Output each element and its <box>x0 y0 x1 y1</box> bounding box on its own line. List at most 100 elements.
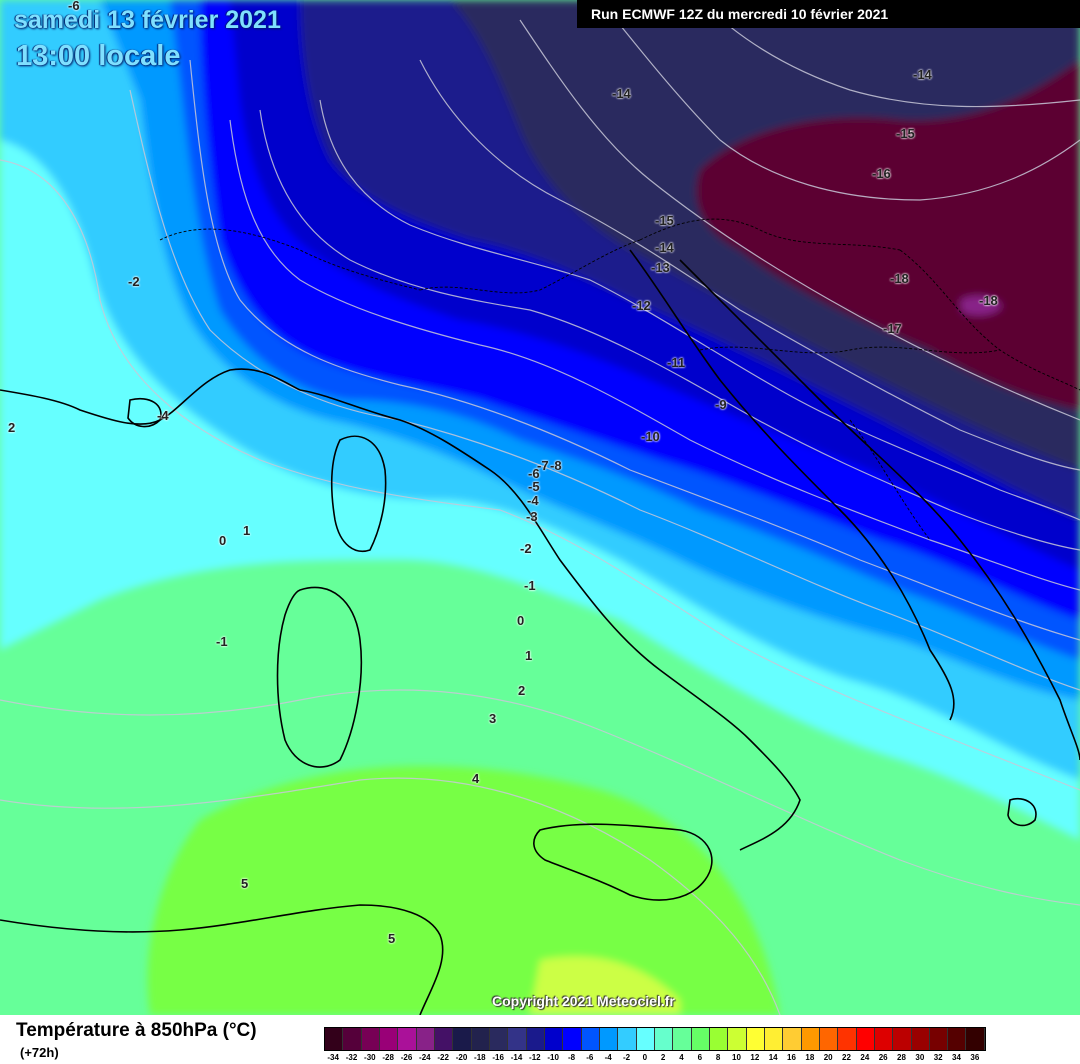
color-swatch <box>691 1028 710 1050</box>
isotherm-label: -17 <box>883 321 902 336</box>
coldest-core <box>960 295 1002 316</box>
isotherm-label: -14 <box>655 240 674 255</box>
isotherm-label: 3 <box>489 711 497 726</box>
isotherm-label: -2 <box>520 541 532 556</box>
color-swatch <box>893 1028 912 1050</box>
color-swatch <box>856 1028 875 1050</box>
model-run-label: Run ECMWF 12Z du mercredi 10 février 202… <box>577 0 1080 28</box>
isotherm-label: -4 <box>157 408 169 423</box>
scale-tick-label: 10 <box>732 1053 741 1062</box>
isotherm-label: 2 <box>8 420 16 435</box>
isotherm-label: -14 <box>612 86 631 101</box>
isotherm-label: 2 <box>518 683 526 698</box>
color-swatch <box>508 1028 527 1050</box>
isotherm-label: -2 <box>128 274 140 289</box>
scale-tick-label: 26 <box>878 1053 888 1062</box>
temperature-map: samedi 13 février 2021 13:00 locale Run … <box>0 0 1080 1015</box>
isotherm-label: -16 <box>872 166 891 181</box>
scale-tick-label: 14 <box>768 1053 778 1062</box>
coastlines <box>0 249 1080 1015</box>
isotherm-label: -18 <box>979 293 998 308</box>
color-swatch <box>728 1028 747 1050</box>
isotherm-label: -14 <box>913 67 932 82</box>
isotherm-label: -8 <box>550 458 562 473</box>
scale-tick-label: -34 <box>327 1053 339 1062</box>
scale-tick-label: 28 <box>897 1053 906 1062</box>
scale-tick-label: 34 <box>952 1053 961 1062</box>
isotherm-label: -6 <box>68 0 80 13</box>
scale-tick-label: 32 <box>933 1053 943 1062</box>
scale-tick-label: 2 <box>660 1053 666 1062</box>
color-swatch <box>489 1028 509 1050</box>
color-swatch <box>874 1028 894 1050</box>
scale-tick-label: -30 <box>364 1053 376 1062</box>
scale-tick-label: 8 <box>715 1053 721 1062</box>
color-swatch <box>581 1028 600 1050</box>
isotherm-label: -13 <box>651 260 670 275</box>
forecast-local-time: 13:00 locale <box>16 40 181 72</box>
isotherm-label: -3 <box>526 509 538 524</box>
isotherm-label: -6 <box>528 466 540 481</box>
legend-lead-time: (+72h) <box>20 1045 59 1060</box>
scale-tick-label: -4 <box>604 1053 612 1062</box>
color-swatch <box>618 1028 637 1050</box>
scale-tick-label: -18 <box>474 1053 486 1062</box>
color-swatch <box>526 1028 545 1050</box>
color-swatch <box>911 1028 930 1050</box>
scale-tick-label: -12 <box>529 1053 541 1062</box>
color-scale <box>324 1027 986 1051</box>
color-swatch <box>343 1028 362 1050</box>
coast-north-africa <box>0 904 444 1015</box>
scale-tick-label: 36 <box>970 1053 980 1062</box>
scale-tick-label: -28 <box>382 1053 394 1062</box>
coast-balkans <box>679 259 1080 761</box>
map-canvas <box>0 0 1080 1015</box>
scale-tick-label: 4 <box>679 1053 684 1062</box>
isotherm-label: -12 <box>632 298 651 313</box>
color-swatch <box>471 1028 490 1050</box>
forecast-date: samedi 13 février 2021 <box>14 6 281 34</box>
coast-balearic <box>127 398 162 428</box>
color-swatch <box>709 1028 729 1050</box>
color-swatch <box>801 1028 820 1050</box>
scale-tick-label: 6 <box>697 1053 703 1062</box>
color-swatch <box>434 1028 454 1050</box>
scale-tick-label: -20 <box>455 1053 468 1062</box>
scale-tick-label: -22 <box>437 1053 449 1062</box>
coast-italy-east <box>629 249 955 721</box>
warm-zone-south <box>147 766 780 1015</box>
color-swatch <box>673 1028 692 1050</box>
scale-tick-label: 12 <box>750 1053 760 1062</box>
scale-tick-label: -26 <box>400 1053 413 1062</box>
color-swatch <box>819 1028 839 1050</box>
isotherm-label: 0 <box>517 613 525 628</box>
color-swatch <box>379 1028 399 1050</box>
color-swatch <box>563 1028 582 1050</box>
color-swatch <box>929 1028 949 1050</box>
coast-italy-west <box>299 389 801 851</box>
isotherm-label: -1 <box>524 578 536 593</box>
color-scale-ticks: -34 -32 -30 -28 -26 -24 -22 -20 -18 -16 -14 -12 -10-… <box>324 1053 984 1064</box>
color-swatch <box>948 1028 967 1050</box>
color-swatch <box>398 1028 417 1050</box>
isotherm-label: -5 <box>528 479 540 494</box>
color-swatch <box>654 1028 674 1050</box>
color-swatch <box>453 1028 472 1050</box>
warmest-zone <box>530 956 680 1015</box>
isotherm-label: 1 <box>243 523 251 538</box>
color-swatch <box>361 1028 380 1050</box>
scale-tick-label: 16 <box>787 1053 796 1062</box>
scale-tick-label: -32 <box>345 1053 358 1062</box>
scale-tick-label: 20 <box>823 1053 833 1062</box>
coast-corsica <box>330 435 387 552</box>
scale-tick-label: -24 <box>419 1053 431 1062</box>
borders <box>159 218 1080 541</box>
scale-tick-label: 22 <box>842 1053 851 1062</box>
color-swatch <box>325 1028 344 1050</box>
isotherm-label: 4 <box>472 771 480 786</box>
color-swatch <box>838 1028 857 1050</box>
scale-tick-label: -2 <box>622 1053 631 1062</box>
isotherm-label: -9 <box>715 397 727 412</box>
color-swatch <box>783 1028 802 1050</box>
scale-tick-label: 30 <box>915 1053 925 1062</box>
